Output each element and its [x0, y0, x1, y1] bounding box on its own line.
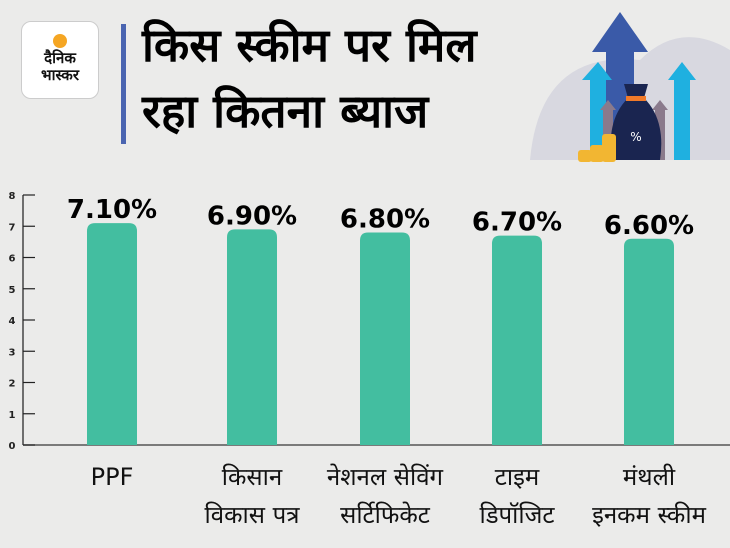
x-category-label: PPF: [42, 458, 182, 496]
logo-line-2: भास्कर: [41, 66, 79, 84]
sun-icon: [53, 34, 67, 48]
title-accent-line: [121, 24, 126, 144]
y-tick-label: 7: [9, 222, 16, 233]
bar: [624, 238, 674, 445]
bar: [360, 232, 410, 445]
coins-icon: [578, 134, 616, 162]
y-tick-label: 4: [9, 316, 16, 327]
bar: [87, 223, 137, 445]
category-line: किसान: [221, 463, 283, 491]
y-tick-label: 8: [9, 191, 16, 202]
svg-text:%: %: [630, 130, 641, 144]
category-line: मंथली: [622, 463, 676, 491]
data-label: 6.70%: [472, 208, 562, 238]
category-line: सर्टिफिकेट: [340, 501, 430, 529]
bar: [492, 235, 542, 445]
bar: [227, 229, 277, 445]
category-line: डिपॉजिट: [479, 501, 555, 529]
y-tick-label: 1: [9, 410, 16, 421]
category-line: टाइम: [494, 463, 540, 491]
money-bag-icon: %: [610, 84, 662, 160]
x-category-label: किसान विकास पत्र: [182, 458, 322, 534]
dainik-bhaskar-logo: दैनिक भास्कर: [21, 21, 99, 99]
y-tick-label: 0: [9, 441, 16, 452]
data-label: 6.80%: [340, 205, 430, 235]
category-line: नेशनल सेविंग: [326, 463, 444, 491]
y-tick-label: 3: [9, 347, 16, 358]
category-line: विकास पत्र: [204, 501, 300, 529]
x-category-label: टाइम डिपॉजिट: [447, 458, 587, 534]
category-line: PPF: [90, 463, 134, 491]
x-category-label: नेशनल सेविंग सर्टिफिकेट: [315, 458, 455, 534]
logo-line-1: दैनिक: [44, 49, 76, 67]
y-tick-label: 6: [9, 254, 16, 265]
y-tick-label: 2: [9, 379, 16, 390]
data-label: 7.10%: [67, 195, 157, 225]
data-label: 6.60%: [604, 211, 694, 241]
y-tick-label: 5: [9, 285, 16, 296]
page-title: किस स्कीम पर मिल रहा कितना ब्याज: [142, 18, 477, 138]
data-label: 6.90%: [207, 201, 297, 231]
x-category-label: मंथली इनकम स्कीम: [579, 458, 719, 534]
growth-illustration: %: [530, 12, 730, 162]
category-line: इनकम स्कीम: [592, 501, 706, 529]
